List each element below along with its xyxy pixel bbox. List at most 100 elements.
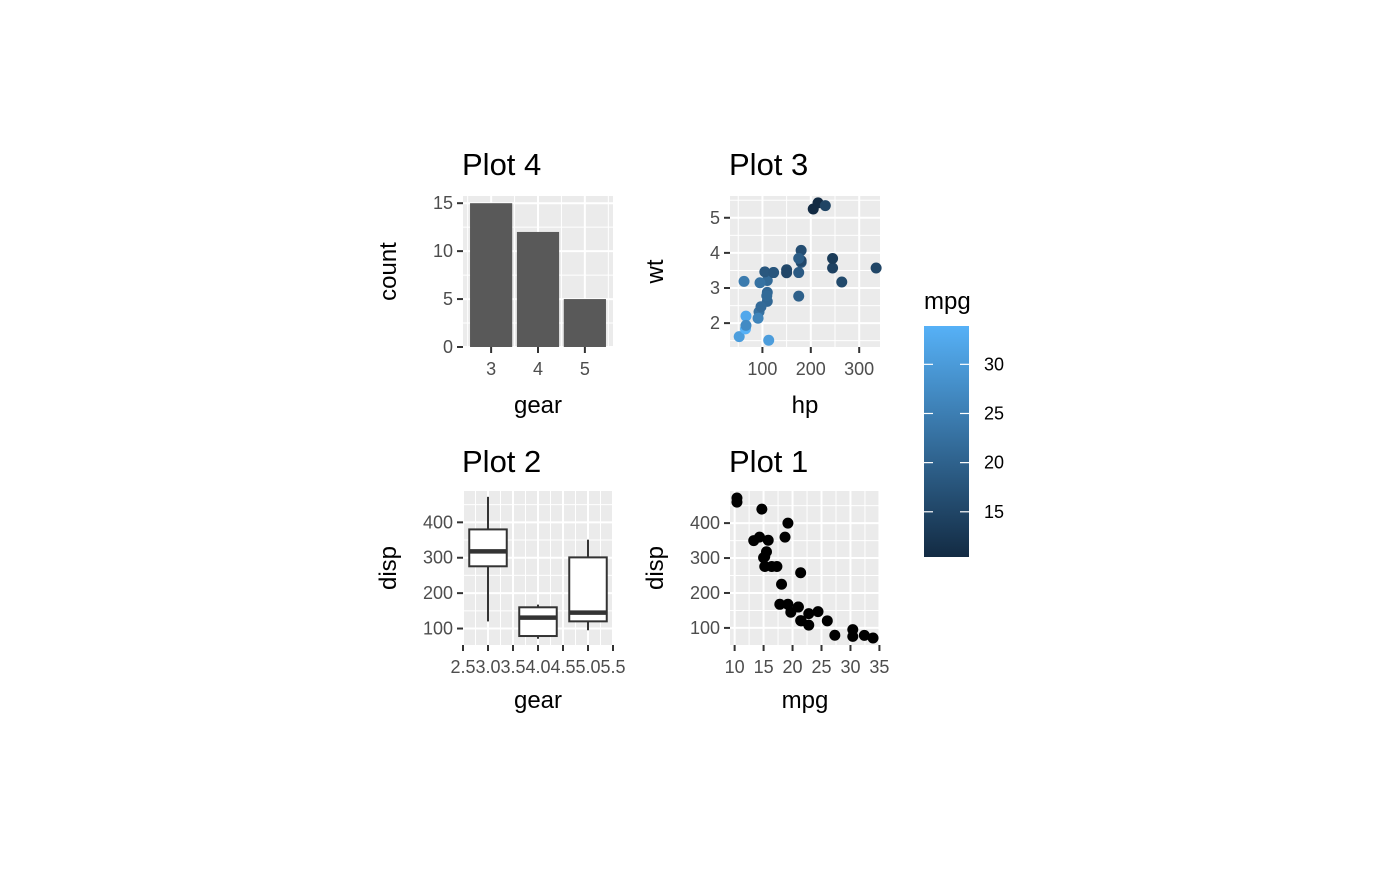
boxplot-gear-3 <box>468 496 508 622</box>
y-tick-label: 5 <box>443 289 453 309</box>
x-tick-label: 4 <box>533 359 543 379</box>
point <box>763 334 775 346</box>
y-tick-label: 100 <box>690 618 720 638</box>
point <box>771 560 783 572</box>
point <box>781 267 793 279</box>
legend-label: 30 <box>984 354 1004 374</box>
panel-title: Plot 4 <box>462 147 541 182</box>
y-tick-label: 0 <box>443 337 453 357</box>
legend-label: 20 <box>984 453 1004 473</box>
point <box>752 312 764 324</box>
point <box>782 517 794 529</box>
point <box>762 534 774 546</box>
x-tick-label: 30 <box>840 657 860 677</box>
y-axis-title: disp <box>642 546 669 590</box>
x-tick-label: 5.0 <box>575 657 600 677</box>
panel-plot4 <box>463 196 613 348</box>
panel-title: Plot 2 <box>462 444 541 479</box>
point <box>819 200 831 212</box>
panel-title: Plot 1 <box>729 444 808 479</box>
x-tick-label: 100 <box>747 359 777 379</box>
x-tick-label: 3.5 <box>500 657 525 677</box>
point <box>779 531 791 543</box>
y-tick-label: 100 <box>423 619 453 639</box>
panel-plot3 <box>730 196 882 347</box>
point <box>870 262 882 274</box>
bar-gear-3 <box>470 203 513 347</box>
y-tick-label: 3 <box>710 278 720 298</box>
y-axis-title: count <box>375 242 402 301</box>
point <box>733 331 745 343</box>
x-tick-label: 15 <box>754 657 774 677</box>
legend-colorbar-fill <box>924 326 969 557</box>
point <box>803 608 815 620</box>
box-body <box>518 606 558 638</box>
x-axis-title: gear <box>514 392 562 419</box>
x-tick-label: 10 <box>725 657 745 677</box>
bar-gear-4 <box>516 231 560 347</box>
x-axis-title: gear <box>514 687 562 714</box>
point <box>748 535 760 547</box>
x-tick-label: 5 <box>580 359 590 379</box>
legend-colorbar <box>924 326 969 557</box>
point <box>858 629 870 641</box>
point <box>754 277 766 289</box>
x-tick-label: 200 <box>796 359 826 379</box>
point <box>731 496 743 508</box>
boxplot-gear-4 <box>518 604 558 639</box>
y-tick-label: 10 <box>433 241 453 261</box>
x-tick-label: 25 <box>811 657 831 677</box>
y-tick-label: 200 <box>690 583 720 603</box>
x-axis-title: hp <box>792 392 819 419</box>
panel-title: Plot 3 <box>729 147 808 182</box>
y-tick-label: 400 <box>690 513 720 533</box>
y-tick-label: 300 <box>690 548 720 568</box>
y-tick-label: 400 <box>423 512 453 532</box>
legend-title: mpg <box>924 288 971 315</box>
x-tick-label: 4.0 <box>525 657 550 677</box>
x-tick-label: 2.5 <box>450 657 475 677</box>
y-tick-label: 2 <box>710 313 720 333</box>
bar-gear-5 <box>563 299 606 347</box>
x-axis-title: mpg <box>782 687 829 714</box>
point <box>776 578 788 590</box>
x-tick-label: 5.5 <box>600 657 625 677</box>
x-tick-label: 3.0 <box>475 657 500 677</box>
point <box>827 262 839 274</box>
y-axis-title: disp <box>375 546 402 590</box>
point <box>774 598 786 610</box>
x-tick-label: 35 <box>869 657 889 677</box>
point <box>795 567 807 579</box>
point <box>758 552 770 564</box>
y-tick-label: 15 <box>433 193 453 213</box>
point <box>867 632 879 644</box>
point <box>793 267 805 279</box>
legend-label: 15 <box>984 502 1004 522</box>
point <box>759 266 771 278</box>
point <box>740 310 752 322</box>
boxplot-gear-5 <box>568 539 608 631</box>
x-tick-label: 300 <box>844 359 874 379</box>
y-tick-label: 300 <box>423 548 453 568</box>
box-body <box>468 528 508 568</box>
point <box>836 276 848 288</box>
y-axis-title: wt <box>642 259 669 284</box>
point <box>755 301 767 313</box>
point <box>827 253 839 265</box>
panel-plot1 <box>730 491 881 645</box>
panel-plot2 <box>462 491 614 645</box>
point <box>761 290 773 302</box>
point <box>738 275 750 287</box>
point <box>821 615 833 627</box>
point <box>795 615 807 627</box>
x-tick-label: 4.5 <box>550 657 575 677</box>
point <box>740 319 752 331</box>
y-tick-label: 4 <box>710 243 720 263</box>
point <box>793 290 805 302</box>
legend-label: 25 <box>984 403 1004 423</box>
point <box>829 629 841 641</box>
point <box>759 560 771 572</box>
y-tick-label: 5 <box>710 208 720 228</box>
point <box>785 606 797 618</box>
